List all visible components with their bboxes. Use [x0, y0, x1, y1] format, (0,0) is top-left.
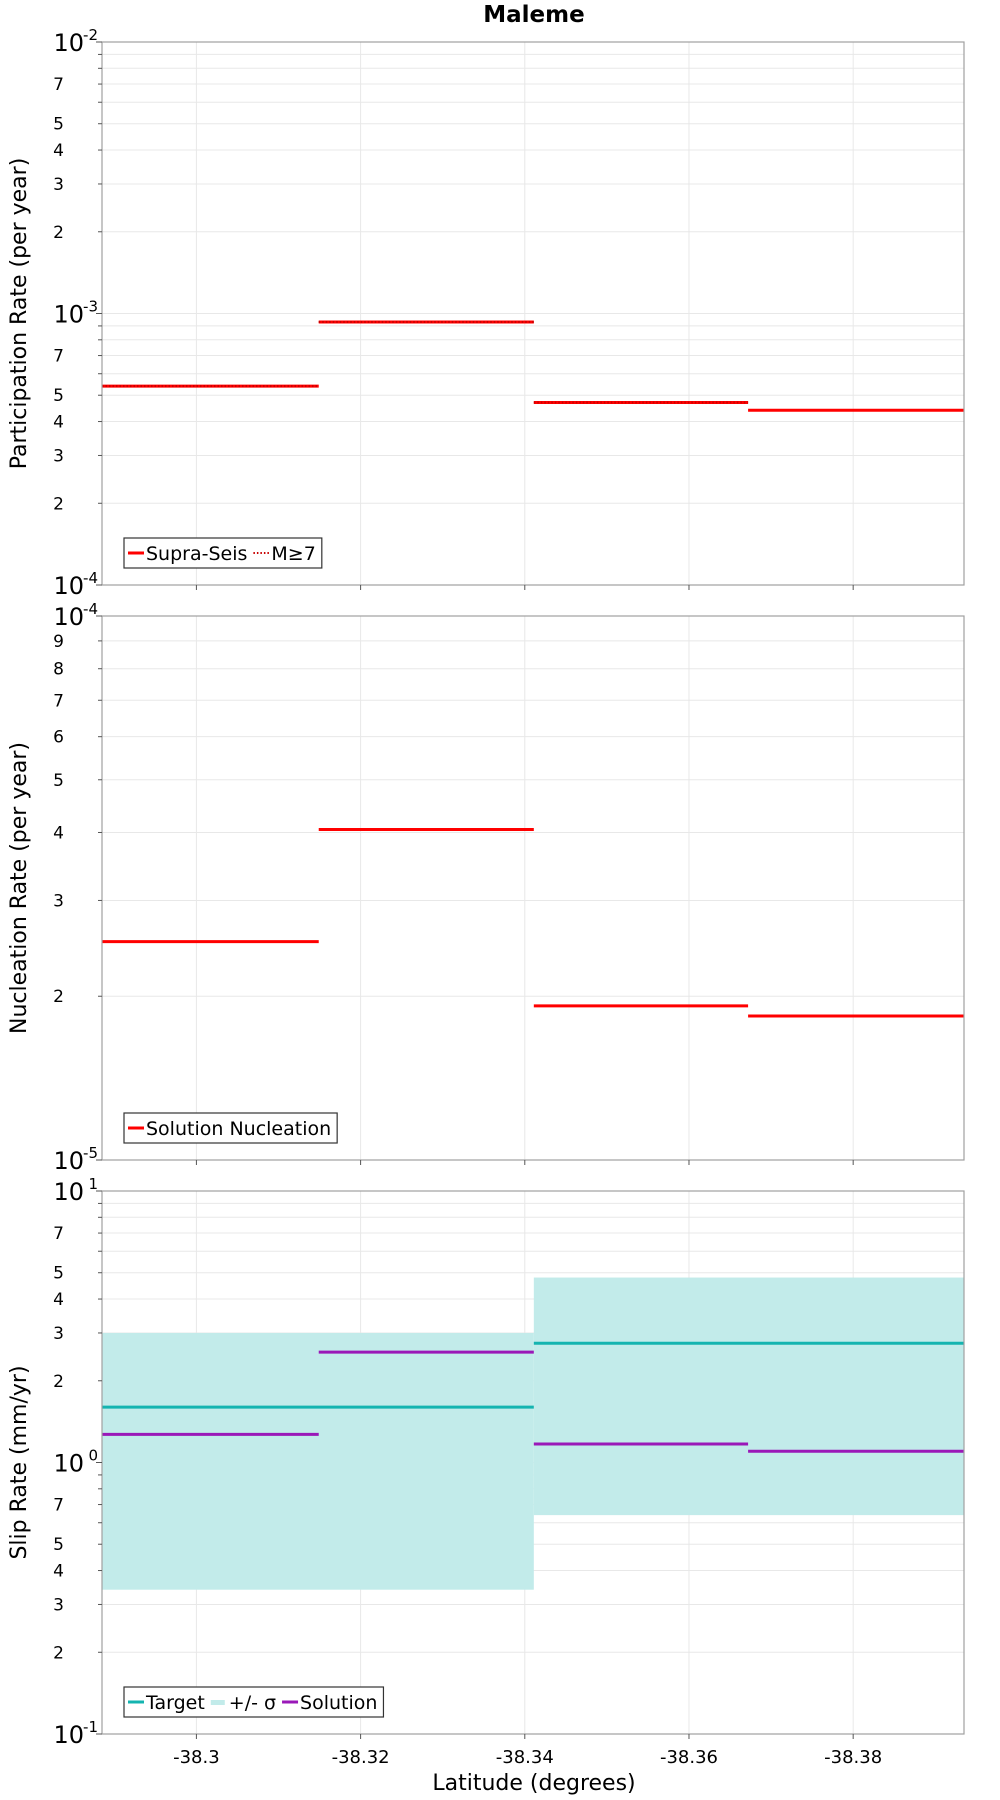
- y-tick-exponent: -4: [83, 600, 98, 618]
- y-minor-label: 2: [53, 494, 64, 514]
- y-minor-label: 4: [53, 823, 64, 843]
- y-tick-exponent: -2: [83, 26, 98, 44]
- y-axis-label: Nucleation Rate (per year): [7, 742, 32, 1034]
- y-minor-label: 3: [53, 1595, 64, 1615]
- x-tick-label: -38.36: [660, 1747, 718, 1768]
- y-minor-label: 4: [53, 141, 64, 161]
- legend-entry: +/- σ: [229, 1692, 276, 1714]
- y-tick-exponent: 1: [88, 1175, 98, 1193]
- y-minor-label: 3: [53, 891, 64, 911]
- x-axis-label: Latitude (degrees): [432, 1771, 635, 1796]
- y-minor-label: 3: [53, 446, 64, 466]
- y-tick-label: 10: [53, 1721, 84, 1749]
- y-minor-label: 3: [53, 175, 64, 195]
- y-minor-label: 4: [53, 413, 64, 433]
- y-minor-label: 5: [53, 386, 64, 406]
- y-tick-exponent: 0: [88, 1447, 98, 1465]
- y-minor-label: 5: [53, 771, 64, 791]
- y-minor-label: 7: [53, 75, 64, 95]
- y-axis-label: Participation Rate (per year): [7, 158, 32, 470]
- y-minor-label: 3: [53, 1324, 64, 1344]
- y-minor-label: 6: [53, 728, 64, 748]
- y-minor-label: 5: [53, 1264, 64, 1284]
- x-tick-label: -38.38: [824, 1747, 882, 1768]
- y-tick-label: 10: [53, 572, 84, 600]
- legend-entry: Solution: [300, 1692, 377, 1714]
- legend: Solution Nucleation: [123, 1112, 338, 1144]
- y-minor-label: 4: [53, 1290, 64, 1310]
- x-tick-label: -38.32: [332, 1747, 390, 1768]
- sigma-band: [102, 1332, 534, 1590]
- y-tick-label: 10: [53, 301, 84, 329]
- y-tick-exponent: -3: [83, 298, 98, 316]
- y-minor-label: 7: [53, 1224, 64, 1244]
- y-minor-label: 8: [53, 660, 64, 680]
- legend-entry: Solution Nucleation: [146, 1118, 331, 1140]
- y-tick-label: 10: [53, 1178, 84, 1206]
- y-minor-label: 5: [53, 1535, 64, 1555]
- y-minor-label: 2: [53, 223, 64, 243]
- plot-area: [102, 616, 964, 1160]
- y-tick-label: 10: [53, 29, 84, 57]
- y-tick-exponent: -1: [83, 1718, 98, 1736]
- legend-box: [123, 1686, 385, 1718]
- y-minor-label: 9: [53, 632, 64, 652]
- legend-entry: Target: [145, 1692, 205, 1714]
- y-minor-label: 2: [53, 987, 64, 1007]
- legend: Supra-Seis M≥7: [123, 537, 323, 569]
- legend-entry: M≥7: [271, 543, 315, 565]
- x-tick-label: -38.34: [496, 1747, 554, 1768]
- y-minor-label: 7: [53, 691, 64, 711]
- y-minor-label: 2: [53, 1372, 64, 1392]
- y-minor-label: 7: [53, 1496, 64, 1516]
- y-minor-label: 2: [53, 1643, 64, 1663]
- chart-title: Maleme: [483, 2, 584, 28]
- y-tick-label: 10: [53, 603, 84, 631]
- y-minor-label: 5: [53, 115, 64, 135]
- y-tick-label: 10: [53, 1450, 84, 1478]
- y-tick-label: 10: [53, 1147, 84, 1175]
- legend-swatch: [210, 1700, 225, 1705]
- legend-box: [123, 537, 323, 569]
- legend: Target +/- σ Solution: [123, 1686, 385, 1718]
- sigma-band: [533, 1277, 964, 1516]
- plot-frame: [101, 615, 965, 1161]
- y-axis-label: Slip Rate (mm/yr): [7, 1365, 32, 1559]
- legend-entry: Supra-Seis: [146, 543, 247, 565]
- y-minor-label: 7: [53, 347, 64, 367]
- y-tick-exponent: -4: [83, 569, 98, 587]
- legend-box: [123, 1112, 338, 1144]
- y-minor-label: 4: [53, 1562, 64, 1582]
- y-tick-exponent: -5: [83, 1144, 98, 1162]
- x-tick-label: -38.3: [173, 1747, 220, 1768]
